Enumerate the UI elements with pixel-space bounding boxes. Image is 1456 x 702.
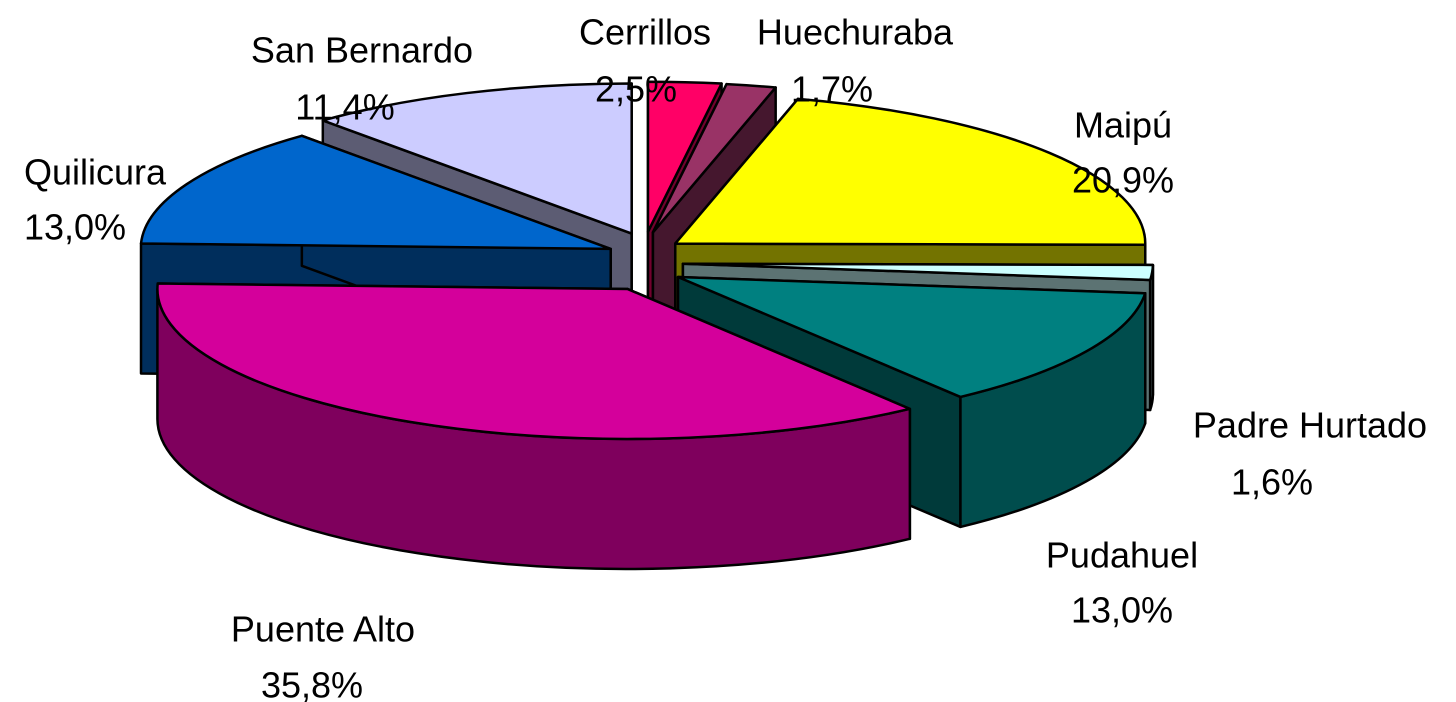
slice-value-label: 20,9%	[1072, 160, 1174, 201]
slice-label: Maipú	[1074, 105, 1172, 146]
slice-value-label: 13,0%	[24, 207, 126, 248]
slice-top	[321, 82, 633, 235]
slice-top	[674, 97, 1147, 247]
slice-top	[676, 275, 1147, 399]
slice-value-label: 1,7%	[791, 69, 873, 110]
slice-label: Quilicura	[24, 152, 167, 193]
slice-value-label: 2,5%	[595, 69, 677, 110]
slice-label: Huechuraba	[757, 12, 954, 53]
slice-value-label: 1,6%	[1231, 462, 1313, 503]
slice-top	[651, 82, 777, 234]
slice-wall	[1148, 263, 1155, 412]
slice	[156, 282, 912, 571]
slice-label: Padre Hurtado	[1193, 405, 1427, 446]
slice-label: Cerrillos	[579, 12, 711, 53]
slice-value-label: 13,0%	[1071, 590, 1173, 631]
slice-top	[139, 134, 612, 251]
slice-top	[646, 80, 723, 233]
slice-value-label: 35,8%	[261, 665, 363, 702]
slice-value-label: 11,4%	[295, 87, 394, 128]
slice-top	[681, 262, 1155, 282]
slice-label: Pudahuel	[1046, 535, 1198, 576]
slice-top	[156, 282, 912, 441]
slice-label: San Bernardo	[251, 30, 473, 71]
slice-label: Puente Alto	[231, 609, 415, 650]
